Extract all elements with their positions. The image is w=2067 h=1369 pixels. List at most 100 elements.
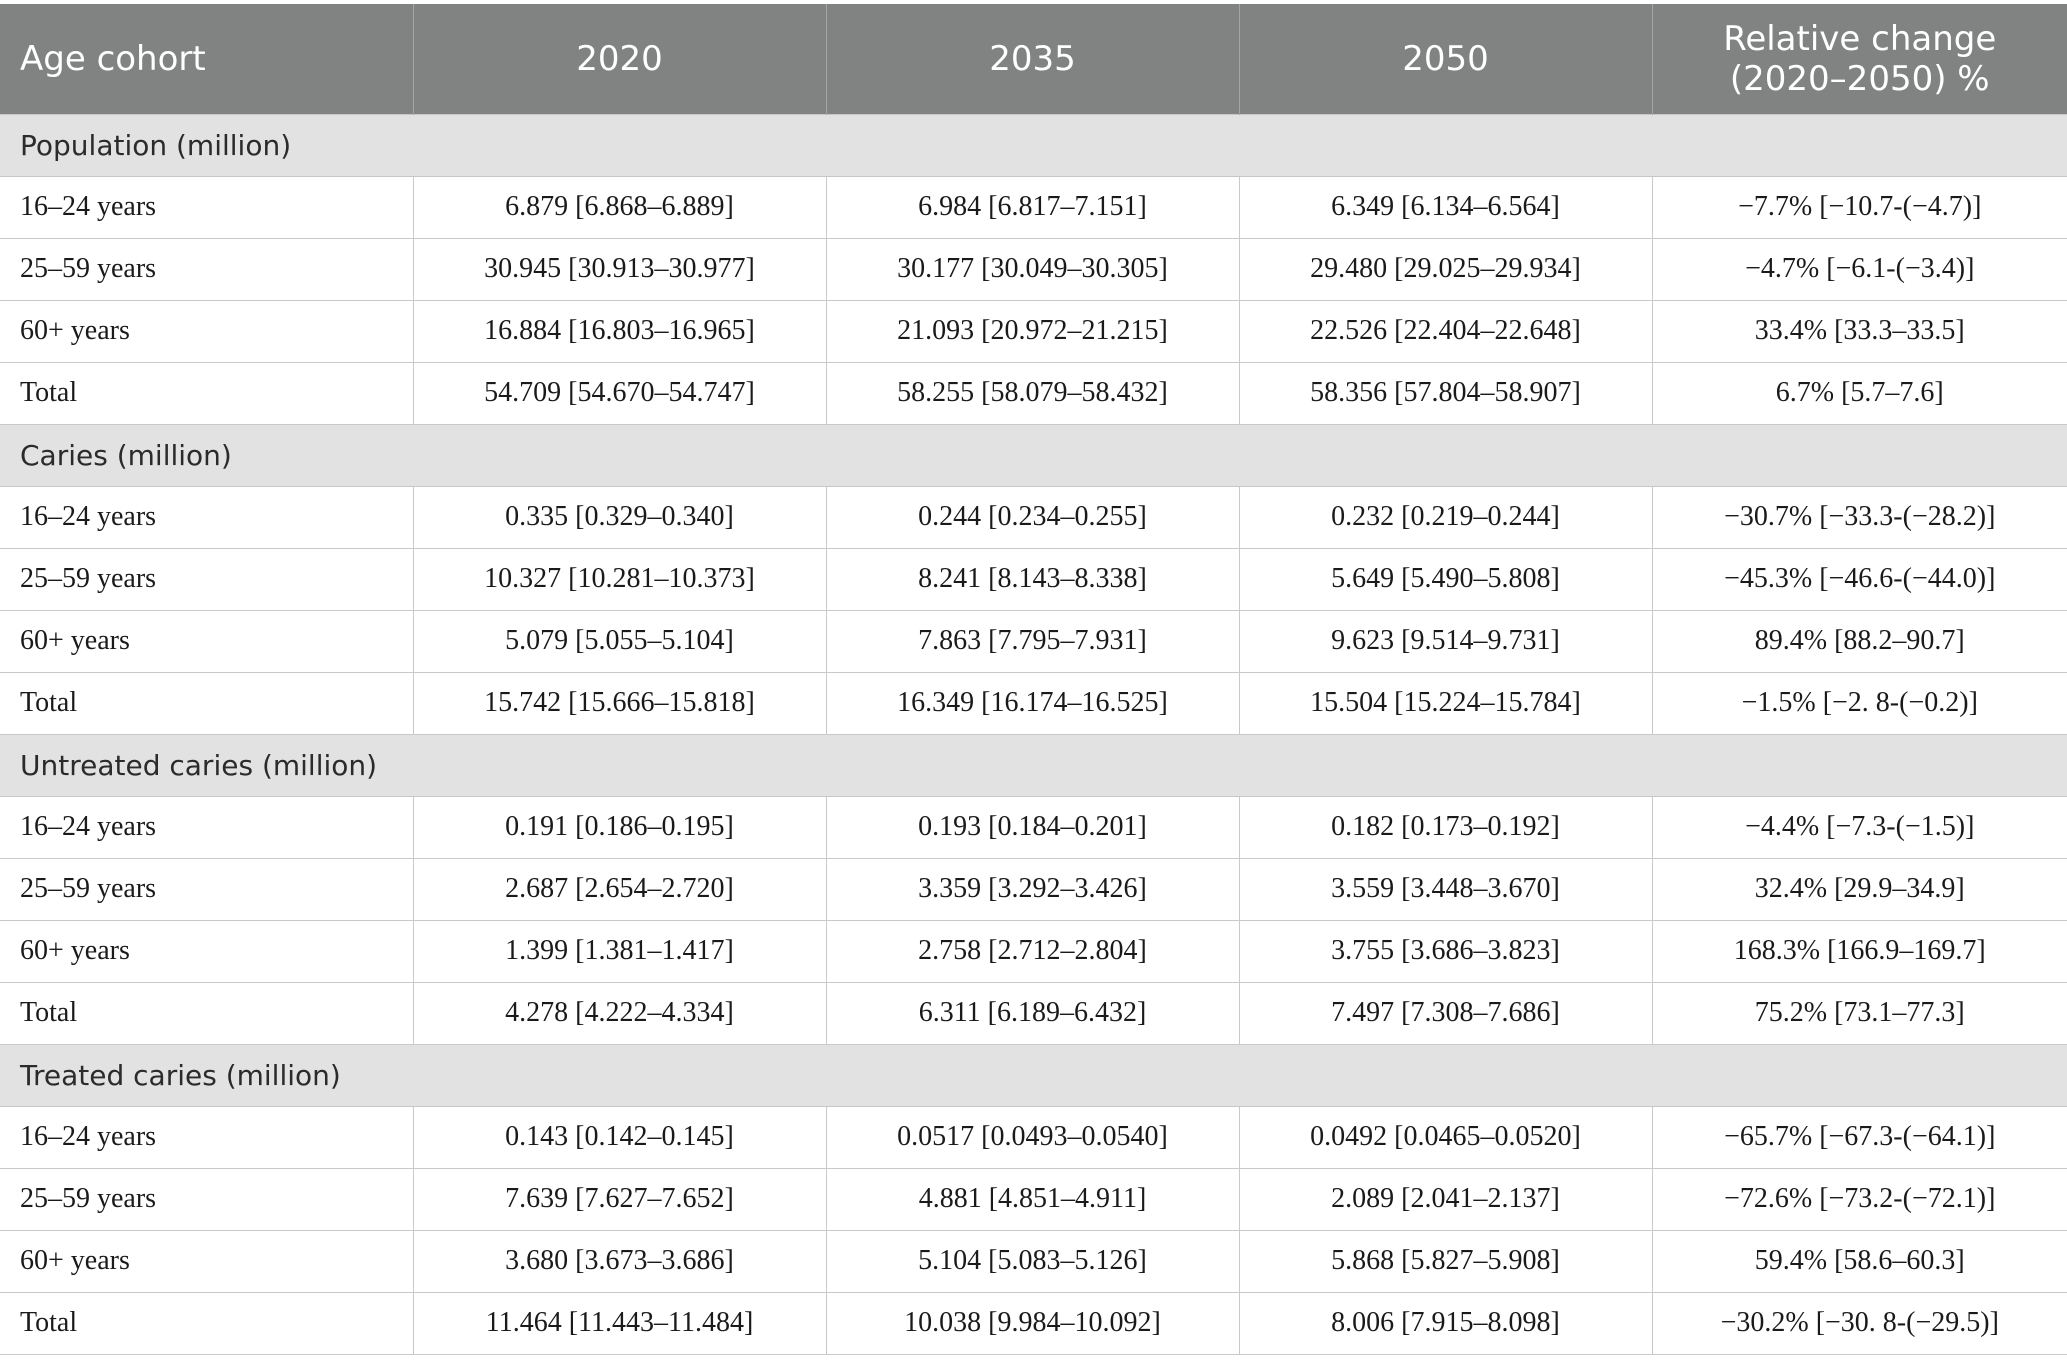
section-title: Population (million) — [0, 113, 2067, 177]
section-title: Untreated caries (million) — [0, 733, 2067, 797]
table-row: 16–24 years 0.335 [0.329–0.340] 0.244 [0.2… — [0, 485, 2067, 549]
cell-age-cohort: Total — [0, 671, 414, 735]
table-body: Population (million) 16–24 years 6.879 [6.… — [0, 113, 2067, 1355]
cell-2050: 3.755 [3.686–3.823] — [1238, 919, 1653, 983]
cell-2035: 2.758 [2.712–2.804] — [825, 919, 1240, 983]
cell-2050: 15.504 [15.224–15.784] — [1238, 671, 1653, 735]
cell-2035: 6.311 [6.189–6.432] — [825, 981, 1240, 1045]
cell-age-cohort: 25–59 years — [0, 857, 414, 921]
cell-relative-change: −4.7% [−6.1-(−3.4)] — [1651, 237, 2067, 301]
cell-2020: 1.399 [1.381–1.417] — [412, 919, 827, 983]
cell-2050: 8.006 [7.915–8.098] — [1238, 1291, 1653, 1355]
cell-2050: 22.526 [22.404–22.648] — [1238, 299, 1653, 363]
cell-relative-change: −65.7% [−67.3-(−64.1)] — [1651, 1105, 2067, 1169]
cell-2035: 21.093 [20.972–21.215] — [825, 299, 1240, 363]
table-header: Age cohort 2020 2035 2050 Relative chang… — [0, 4, 2067, 114]
cell-relative-change: 89.4% [88.2–90.7] — [1651, 609, 2067, 673]
cell-relative-change: −30.7% [−33.3-(−28.2)] — [1651, 485, 2067, 549]
table-row: Total 11.464 [11.443–11.484] 10.038 [9.984… — [0, 1291, 2067, 1355]
table-row: Total 15.742 [15.666–15.818] 16.349 [16.17… — [0, 671, 2067, 735]
cell-2050: 0.0492 [0.0465–0.0520] — [1238, 1105, 1653, 1169]
cell-age-cohort: 60+ years — [0, 609, 414, 673]
header-2020: 2020 — [412, 4, 827, 114]
cell-age-cohort: 60+ years — [0, 299, 414, 363]
cell-2050: 7.497 [7.308–7.686] — [1238, 981, 1653, 1045]
cell-relative-change: −7.7% [−10.7-(−4.7)] — [1651, 175, 2067, 239]
cell-relative-change: 32.4% [29.9–34.9] — [1651, 857, 2067, 921]
cell-2035: 7.863 [7.795–7.931] — [825, 609, 1240, 673]
cell-relative-change: −45.3% [−46.6-(−44.0)] — [1651, 547, 2067, 611]
caries-projection-table: Age cohort 2020 2035 2050 Relative chang… — [0, 4, 2067, 1355]
cell-2020: 7.639 [7.627–7.652] — [412, 1167, 827, 1231]
data-table-container: Age cohort 2020 2035 2050 Relative chang… — [0, 4, 2067, 1355]
cell-relative-change: 75.2% [73.1–77.3] — [1651, 981, 2067, 1045]
cell-2020: 0.191 [0.186–0.195] — [412, 795, 827, 859]
cell-2020: 5.079 [5.055–5.104] — [412, 609, 827, 673]
cell-2035: 0.244 [0.234–0.255] — [825, 485, 1240, 549]
cell-2020: 16.884 [16.803–16.965] — [412, 299, 827, 363]
cell-2050: 9.623 [9.514–9.731] — [1238, 609, 1653, 673]
cell-age-cohort: 25–59 years — [0, 547, 414, 611]
cell-relative-change: −1.5% [−2. 8-(−0.2)] — [1651, 671, 2067, 735]
cell-relative-change: 6.7% [5.7–7.6] — [1651, 361, 2067, 425]
section-row-caries: Caries (million) — [0, 423, 2067, 487]
table-row: Total 4.278 [4.222–4.334] 6.311 [6.189–6.4… — [0, 981, 2067, 1045]
cell-age-cohort: 16–24 years — [0, 1105, 414, 1169]
cell-2020: 10.327 [10.281–10.373] — [412, 547, 827, 611]
header-2035: 2035 — [825, 4, 1240, 114]
table-row: 16–24 years 0.143 [0.142–0.145] 0.0517 [0.… — [0, 1105, 2067, 1169]
cell-2035: 58.255 [58.079–58.432] — [825, 361, 1240, 425]
header-age-cohort: Age cohort — [0, 4, 414, 114]
cell-relative-change: 59.4% [58.6–60.3] — [1651, 1229, 2067, 1293]
section-row-treated-caries: Treated caries (million) — [0, 1043, 2067, 1107]
cell-2020: 30.945 [30.913–30.977] — [412, 237, 827, 301]
cell-2050: 6.349 [6.134–6.564] — [1238, 175, 1653, 239]
cell-age-cohort: 25–59 years — [0, 237, 414, 301]
header-2050: 2050 — [1238, 4, 1653, 114]
cell-relative-change: 33.4% [33.3–33.5] — [1651, 299, 2067, 363]
cell-2020: 3.680 [3.673–3.686] — [412, 1229, 827, 1293]
cell-relative-change: −4.4% [−7.3-(−1.5)] — [1651, 795, 2067, 859]
cell-2035: 30.177 [30.049–30.305] — [825, 237, 1240, 301]
cell-age-cohort: 16–24 years — [0, 175, 414, 239]
cell-2050: 0.182 [0.173–0.192] — [1238, 795, 1653, 859]
cell-2035: 5.104 [5.083–5.126] — [825, 1229, 1240, 1293]
table-row: 60+ years 3.680 [3.673–3.686] 5.104 [5.083… — [0, 1229, 2067, 1293]
header-row: Age cohort 2020 2035 2050 Relative chang… — [0, 4, 2067, 114]
cell-2035: 16.349 [16.174–16.525] — [825, 671, 1240, 735]
cell-2050: 0.232 [0.219–0.244] — [1238, 485, 1653, 549]
cell-2035: 10.038 [9.984–10.092] — [825, 1291, 1240, 1355]
cell-2020: 54.709 [54.670–54.747] — [412, 361, 827, 425]
cell-age-cohort: Total — [0, 361, 414, 425]
table-row: 60+ years 1.399 [1.381–1.417] 2.758 [2.712… — [0, 919, 2067, 983]
cell-age-cohort: Total — [0, 1291, 414, 1355]
cell-relative-change: −72.6% [−73.2-(−72.1)] — [1651, 1167, 2067, 1231]
cell-2050: 5.868 [5.827–5.908] — [1238, 1229, 1653, 1293]
section-title: Caries (million) — [0, 423, 2067, 487]
header-relative-change-line2: (2020–2050) % — [1729, 58, 1990, 99]
table-row: 16–24 years 0.191 [0.186–0.195] 0.193 [0.1… — [0, 795, 2067, 859]
table-row: 60+ years 5.079 [5.055–5.104] 7.863 [7.795… — [0, 609, 2067, 673]
table-row: 25–59 years 7.639 [7.627–7.652] 4.881 [4.8… — [0, 1167, 2067, 1231]
cell-2050: 2.089 [2.041–2.137] — [1238, 1167, 1653, 1231]
table-row: Total 54.709 [54.670–54.747] 58.255 [58.07… — [0, 361, 2067, 425]
cell-2050: 5.649 [5.490–5.808] — [1238, 547, 1653, 611]
cell-2050: 58.356 [57.804–58.907] — [1238, 361, 1653, 425]
cell-age-cohort: 16–24 years — [0, 485, 414, 549]
cell-2035: 6.984 [6.817–7.151] — [825, 175, 1240, 239]
cell-2050: 29.480 [29.025–29.934] — [1238, 237, 1653, 301]
cell-2050: 3.559 [3.448–3.670] — [1238, 857, 1653, 921]
cell-2020: 2.687 [2.654–2.720] — [412, 857, 827, 921]
cell-age-cohort: 60+ years — [0, 919, 414, 983]
section-row-untreated-caries: Untreated caries (million) — [0, 733, 2067, 797]
cell-2020: 15.742 [15.666–15.818] — [412, 671, 827, 735]
section-row-population: Population (million) — [0, 113, 2067, 177]
cell-2020: 6.879 [6.868–6.889] — [412, 175, 827, 239]
table-row: 16–24 years 6.879 [6.868–6.889] 6.984 [6.8… — [0, 175, 2067, 239]
header-relative-change: Relative change (2020–2050) % — [1651, 4, 2067, 114]
section-title: Treated caries (million) — [0, 1043, 2067, 1107]
cell-2035: 8.241 [8.143–8.338] — [825, 547, 1240, 611]
cell-2035: 3.359 [3.292–3.426] — [825, 857, 1240, 921]
cell-2020: 11.464 [11.443–11.484] — [412, 1291, 827, 1355]
cell-2020: 0.143 [0.142–0.145] — [412, 1105, 827, 1169]
